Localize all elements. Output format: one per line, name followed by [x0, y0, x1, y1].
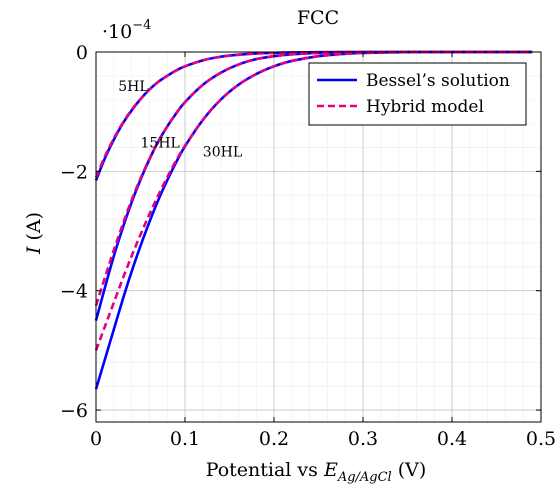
y-axis-label: I (A)	[23, 212, 45, 255]
y-tick-label: −6	[60, 400, 88, 422]
x-tick-label: 0.3	[348, 428, 378, 450]
y-tick-label: −2	[60, 161, 88, 183]
legend-box	[308, 62, 527, 126]
legend-label-hybrid: Hybrid model	[366, 97, 484, 117]
x-tick-label: 0.5	[526, 428, 556, 450]
y-multiplier-exponent: −4	[132, 18, 151, 33]
annotation-15HL: 15HL	[141, 135, 180, 151]
x-axis-label: Potential vs EAg/AgCl (V)	[206, 459, 427, 485]
annotation-5HL: 5HL	[118, 79, 148, 95]
x-tick-label: 0	[90, 428, 102, 450]
x-axis-subscript: Ag/AgCl	[337, 470, 392, 485]
y-axis-unit: (A)	[23, 212, 45, 247]
x-axis-label-main: Potential vs	[206, 459, 324, 481]
x-axis-variable: E	[323, 459, 338, 481]
plot-frame	[95, 51, 542, 423]
x-axis-unit: (V)	[392, 459, 427, 481]
chart-title: FCC	[297, 7, 339, 29]
y-multiplier-base: ·10	[102, 21, 132, 43]
x-tick-label: 0.1	[170, 428, 200, 450]
x-tick-label: 0.2	[259, 428, 289, 450]
annotation-30HL: 30HL	[203, 144, 242, 160]
curve-annotations: 5HL 15HL 30HL	[118, 79, 242, 161]
y-tick-label: −4	[60, 281, 88, 303]
y-axis-variable: I	[23, 246, 45, 255]
y-axis-multiplier: ·10−4	[102, 18, 151, 43]
series-line-30HL-hybrid	[94, 50, 533, 351]
legend: Bessel’s solution Hybrid model	[308, 62, 527, 126]
axis-ticks	[95, 51, 542, 422]
x-tick-label: 0.4	[437, 428, 467, 450]
y-tick-label: 0	[76, 42, 88, 64]
legend-label-bessel: Bessel’s solution	[366, 71, 510, 91]
tick-labels: 0 0.1 0.2 0.3 0.4 0.5 0 −2 −4 −6	[60, 42, 556, 450]
